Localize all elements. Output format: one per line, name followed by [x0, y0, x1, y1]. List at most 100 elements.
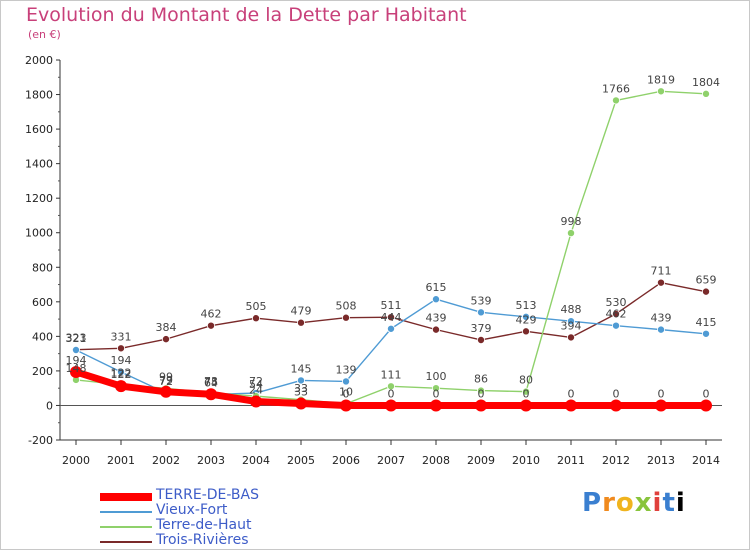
data-point — [430, 399, 442, 412]
data-point — [117, 344, 126, 353]
data-point — [567, 317, 576, 326]
data-point — [251, 314, 260, 323]
data-label: 513 — [516, 299, 537, 312]
data-point — [700, 399, 712, 412]
y-tick-label: -200 — [28, 434, 53, 447]
data-point — [476, 335, 485, 344]
data-label: 439 — [651, 312, 672, 325]
data-label: 79 — [159, 374, 173, 387]
data-label: 462 — [606, 308, 627, 321]
legend-label: Vieux-Fort — [156, 502, 228, 518]
data-label: 33 — [294, 386, 308, 399]
data-label: 73 — [204, 375, 218, 388]
logo-letter: t — [662, 488, 676, 518]
chart-title: Evolution du Montant de la Dette par Hab… — [26, 4, 467, 26]
data-label: 111 — [381, 368, 402, 381]
x-tick-label: 2004 — [242, 454, 270, 467]
data-point — [702, 329, 711, 338]
series-lines — [70, 87, 712, 412]
data-label: 488 — [561, 303, 582, 316]
x-tick-label: 2002 — [152, 454, 180, 467]
data-label: 0 — [613, 387, 620, 400]
legend-label: Terre-de-Haut — [156, 517, 252, 533]
data-point — [117, 367, 126, 376]
data-point — [476, 386, 485, 395]
data-point — [567, 333, 576, 342]
data-label: 379 — [471, 322, 492, 335]
y-tick-label: 1400 — [25, 158, 53, 171]
data-label: 0 — [478, 387, 485, 400]
data-label: 711 — [651, 265, 672, 278]
data-label: 539 — [471, 294, 492, 307]
data-labels: 323 331 384 462 505 479 508 511 439 379 429 394 530 7… — [66, 73, 721, 400]
data-point — [655, 399, 667, 412]
data-point — [522, 312, 531, 321]
data-point — [296, 318, 305, 327]
data-label: 0 — [343, 387, 350, 400]
data-label: 323 — [66, 332, 87, 345]
legend-label: TERRE-DE-BAS — [156, 487, 259, 503]
data-point — [386, 382, 395, 391]
data-point — [205, 388, 217, 401]
logo-letter: i — [652, 488, 663, 518]
data-label: 24 — [249, 383, 263, 396]
data-label: 444 — [381, 311, 402, 324]
x-tick-label: 2013 — [647, 454, 675, 467]
y-tick-label: 200 — [32, 365, 53, 378]
y-tick-label: 1600 — [25, 123, 53, 136]
data-label: 194 — [66, 354, 87, 367]
data-label: 72 — [159, 375, 173, 388]
data-label: 86 — [474, 373, 488, 386]
data-point — [340, 399, 352, 412]
data-label: 530 — [606, 296, 627, 309]
data-point — [610, 399, 622, 412]
data-label: 659 — [696, 274, 717, 287]
x-tick-label: 2014 — [692, 454, 720, 467]
data-point — [386, 313, 395, 322]
x-tick-label: 2003 — [197, 454, 225, 467]
data-point — [565, 399, 577, 412]
y-tick-label: 0 — [46, 399, 53, 412]
x-tick-label: 2006 — [332, 454, 360, 467]
data-label: 394 — [561, 319, 582, 332]
x-tick-label: 2008 — [422, 454, 450, 467]
data-point — [341, 313, 350, 322]
data-point — [522, 387, 531, 396]
data-point — [431, 384, 440, 393]
data-label: 145 — [291, 362, 312, 375]
series-line-terre-de-haut — [75, 90, 707, 405]
logo-letter: P — [582, 488, 603, 518]
logo-letter: i — [675, 488, 686, 518]
data-point — [386, 324, 395, 333]
y-tick-label: 1800 — [25, 89, 53, 102]
legend-swatch — [100, 526, 152, 528]
data-label: 1804 — [692, 76, 720, 89]
data-label: 122 — [111, 367, 132, 380]
data-label: 331 — [111, 330, 132, 343]
data-point — [657, 325, 666, 334]
data-label: 100 — [426, 370, 447, 383]
data-point — [702, 287, 711, 296]
y-tick-label: 400 — [32, 330, 53, 343]
data-label: 511 — [381, 299, 402, 312]
data-label: 33 — [294, 382, 308, 395]
data-point — [115, 380, 127, 393]
y-tick-label: 600 — [32, 296, 53, 309]
data-label: 321 — [66, 332, 87, 345]
x-tick-label: 2009 — [467, 454, 495, 467]
data-point — [160, 385, 172, 398]
data-label: 0 — [523, 387, 530, 400]
data-point — [296, 376, 305, 385]
data-point — [612, 96, 621, 105]
data-label: 615 — [426, 281, 447, 294]
data-point — [612, 321, 621, 330]
data-point — [702, 89, 711, 98]
data-point — [206, 321, 215, 330]
y-tick-label: 1000 — [25, 227, 53, 240]
data-label: 194 — [111, 354, 132, 367]
data-label: 508 — [336, 300, 357, 313]
data-label: 0 — [703, 387, 710, 400]
data-label: 439 — [426, 312, 447, 325]
data-label: 505 — [246, 300, 267, 313]
